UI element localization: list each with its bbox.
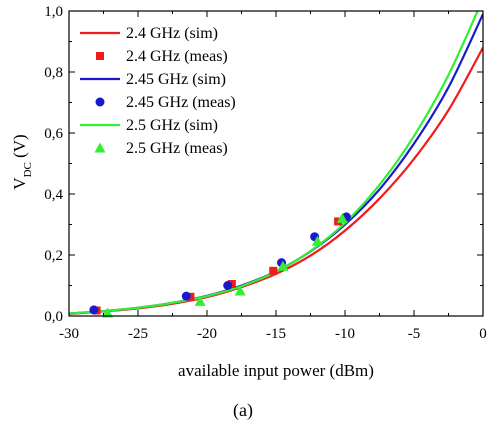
legend-label-2-4-ghz-meas: 2.4 GHz (meas) xyxy=(126,48,228,65)
figure-caption: (a) xyxy=(233,400,253,421)
data-point-2-45-ghz-meas xyxy=(223,281,232,290)
y-axis-title-sub: DC xyxy=(22,162,34,177)
legend-label-2-4-ghz-sim: 2.4 GHz (sim) xyxy=(126,25,218,42)
y-tick-label: 0,8 xyxy=(44,65,63,81)
x-tick-label: -5 xyxy=(408,326,421,342)
legend-swatch-2-4-ghz-meas xyxy=(96,52,104,60)
legend-swatch-2-45-ghz-meas xyxy=(96,98,105,107)
legend-label-2-45-ghz-meas: 2.45 GHz (meas) xyxy=(126,94,236,111)
y-tick-label: 0,6 xyxy=(44,126,63,142)
y-axis-title: VDC (V) xyxy=(10,134,34,189)
legend-swatch-2-5-ghz-meas xyxy=(95,143,106,153)
y-tick-label: 0,0 xyxy=(44,309,63,325)
y-tick-label: 1,0 xyxy=(44,4,63,20)
x-tick-label: -30 xyxy=(59,326,79,342)
x-tick-label: -25 xyxy=(128,326,148,342)
y-tick-label: 0,4 xyxy=(44,187,63,203)
data-point-2-45-ghz-meas xyxy=(182,292,191,301)
legend-label-2-5-ghz-meas: 2.5 GHz (meas) xyxy=(126,140,228,157)
y-tick-label: 0,2 xyxy=(44,248,63,264)
x-axis-title: available input power (dBm) xyxy=(178,361,374,380)
data-point-2-45-ghz-meas xyxy=(89,305,98,314)
x-tick-label: -20 xyxy=(197,326,217,342)
y-axis-title-unit: (V) xyxy=(10,134,29,162)
x-tick-label: 0 xyxy=(479,326,487,342)
x-tick-label: -15 xyxy=(266,326,286,342)
legend-label-2-5-ghz-sim: 2.5 GHz (sim) xyxy=(126,117,218,134)
legend-label-2-45-ghz-sim: 2.45 GHz (sim) xyxy=(126,71,226,88)
x-tick-label: -10 xyxy=(335,326,355,342)
y-axis-title-main: V xyxy=(10,177,29,190)
data-point-2-4-ghz-meas xyxy=(269,267,277,275)
